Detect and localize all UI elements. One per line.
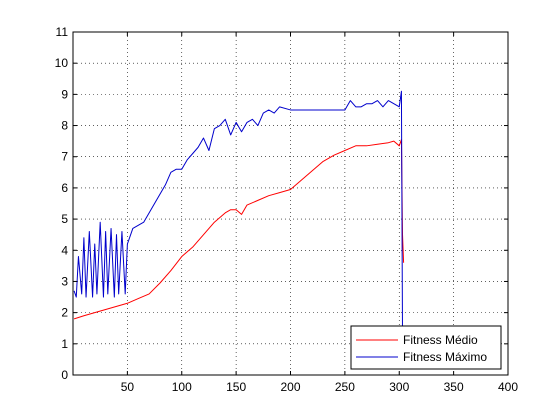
series-layer bbox=[73, 90, 405, 339]
y-tick-label-11: 11 bbox=[56, 25, 69, 39]
x-tick-label-4: 250 bbox=[335, 380, 355, 394]
y-tick-label-1: 1 bbox=[61, 337, 68, 351]
x-tick-label-2: 150 bbox=[226, 380, 246, 394]
legend-box bbox=[350, 325, 502, 370]
y-tick-label-5: 5 bbox=[61, 212, 68, 226]
x-tick-label-0: 50 bbox=[121, 380, 135, 394]
y-tick-label-6: 6 bbox=[61, 181, 68, 195]
y-tick-label-7: 7 bbox=[61, 150, 68, 164]
x-tick-label-6: 350 bbox=[444, 380, 464, 394]
series-line-0 bbox=[73, 139, 405, 320]
x-tick-label-3: 200 bbox=[280, 380, 300, 394]
legend-label-max: Fitness Máximo bbox=[403, 350, 487, 364]
legend-label-mean: Fitness Médio bbox=[403, 333, 478, 347]
y-tick-label-0: 0 bbox=[61, 368, 68, 382]
ticks: 50 100 150 200 250 300 350 400 0 1 2 3 4 5 6 7 8 9 10 11 bbox=[55, 25, 519, 394]
y-tick-label-10: 10 bbox=[55, 56, 69, 70]
x-tick-label-5: 300 bbox=[389, 380, 409, 394]
plot-background bbox=[73, 32, 508, 375]
y-tick-label-8: 8 bbox=[61, 119, 68, 133]
x-tick-label-1: 100 bbox=[172, 380, 192, 394]
legend: Fitness Médio Fitness Máximo bbox=[350, 325, 502, 370]
y-tick-label-2: 2 bbox=[61, 306, 68, 320]
x-tick-label-7: 400 bbox=[498, 380, 518, 394]
y-tick-label-9: 9 bbox=[61, 87, 68, 101]
series-line-1 bbox=[73, 90, 405, 339]
y-tick-label-4: 4 bbox=[61, 243, 68, 257]
y-tick-label-3: 3 bbox=[61, 274, 68, 288]
